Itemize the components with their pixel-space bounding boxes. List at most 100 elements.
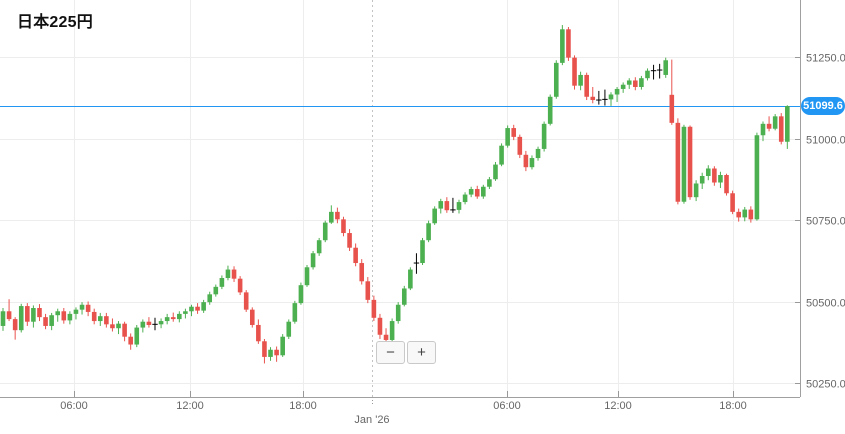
zoom-controls: − +	[376, 341, 436, 364]
candle-body	[626, 80, 632, 85]
candle-body	[529, 158, 535, 168]
candle-body	[389, 321, 395, 340]
candle-body	[553, 62, 559, 97]
chart-title: 日本225円	[17, 14, 93, 31]
candle-body	[687, 126, 693, 198]
candle-body	[778, 116, 784, 142]
candle-body	[97, 316, 103, 322]
candle-body	[535, 148, 541, 159]
current-price-value: 51099.6	[803, 100, 843, 112]
plus-icon: +	[417, 344, 426, 361]
x-axis-label: 06:00	[493, 400, 521, 412]
y-axis-label: 50250.0	[806, 379, 845, 391]
candle-body	[705, 168, 711, 176]
candle-body	[493, 164, 498, 180]
candle-body	[669, 94, 675, 123]
candle-body	[268, 349, 273, 357]
candle-body	[304, 267, 310, 286]
candle-body	[505, 128, 510, 146]
candle-body	[724, 175, 729, 194]
candle-body	[116, 323, 121, 329]
candle-body	[140, 321, 146, 328]
candle-body	[0, 311, 6, 326]
candle-body	[438, 201, 444, 209]
y-axis-label: 50750.0	[806, 216, 845, 228]
candle-body	[134, 327, 140, 345]
candle-body	[432, 208, 437, 224]
current-price-badge: 51099.6	[801, 97, 845, 115]
candle-body	[663, 60, 669, 75]
candle-body	[487, 179, 492, 187]
candle-body	[730, 193, 735, 212]
candle-body	[158, 321, 164, 325]
candle-body	[499, 145, 504, 165]
candle-body	[444, 201, 450, 211]
candle-body	[693, 183, 699, 198]
candle-body	[474, 189, 480, 197]
candle-body	[748, 209, 754, 220]
candle-body	[584, 74, 589, 97]
candle-body	[213, 286, 219, 295]
y-axis-label: 50500.0	[806, 298, 845, 310]
candle-body	[310, 253, 316, 268]
candle-body	[110, 324, 115, 329]
candle-body	[566, 29, 571, 58]
candle-body	[541, 123, 547, 149]
candle-body	[620, 84, 626, 89]
x-axis-label: 18:00	[719, 400, 747, 412]
candle-body	[639, 78, 644, 87]
candle-body	[256, 324, 261, 342]
zoom-in-button[interactable]: +	[407, 341, 436, 364]
candle-body	[237, 278, 243, 293]
candle-body	[365, 281, 371, 300]
candle-body	[462, 194, 468, 203]
candle-body	[645, 70, 650, 79]
x-axis-label: 12:00	[176, 400, 204, 412]
candle-body	[681, 126, 687, 202]
candle-body	[79, 304, 85, 310]
candle-body	[718, 175, 723, 183]
candle-body	[608, 94, 614, 100]
candle-body	[760, 123, 766, 136]
candle-body	[249, 309, 255, 325]
candle-body	[195, 306, 200, 311]
candle-body	[280, 336, 285, 356]
candle-body	[231, 269, 237, 279]
candle-body	[201, 302, 206, 311]
candle-body	[560, 29, 565, 63]
candle-body	[18, 306, 24, 331]
candle-body	[55, 311, 61, 316]
candle-body	[517, 136, 523, 155]
candle-body	[183, 311, 188, 314]
candle-body	[316, 240, 322, 254]
candle-body	[104, 316, 109, 325]
candle-body	[481, 186, 486, 197]
x-axis-label: 06:00	[60, 400, 88, 412]
candle-body	[85, 304, 91, 312]
candle-body	[170, 317, 176, 320]
y-axis-label: 51250.0	[806, 53, 845, 65]
candle-body	[772, 116, 778, 129]
candle-body	[292, 303, 298, 322]
candle-body	[395, 304, 401, 322]
candle-body	[262, 341, 267, 357]
candle-body	[225, 269, 231, 279]
candle-body	[408, 269, 413, 289]
candle-body	[456, 202, 462, 210]
candle-body	[590, 96, 596, 101]
candle-body	[128, 336, 133, 345]
candle-body	[426, 223, 431, 241]
candle-body	[43, 317, 48, 326]
candle-body	[359, 263, 365, 282]
minus-icon: −	[386, 344, 395, 361]
candle-body	[383, 334, 389, 340]
candle-body	[754, 135, 760, 220]
y-axis-label: 51000.0	[806, 135, 845, 147]
zoom-out-button[interactable]: −	[376, 341, 405, 364]
candle-body	[371, 299, 377, 318]
candle-body	[177, 313, 182, 320]
candle-body	[243, 292, 249, 310]
candle-body	[420, 240, 425, 264]
